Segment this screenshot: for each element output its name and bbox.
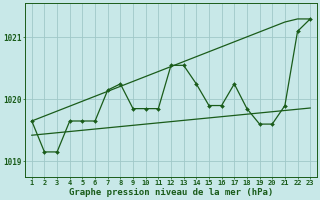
X-axis label: Graphe pression niveau de la mer (hPa): Graphe pression niveau de la mer (hPa)	[69, 188, 273, 197]
